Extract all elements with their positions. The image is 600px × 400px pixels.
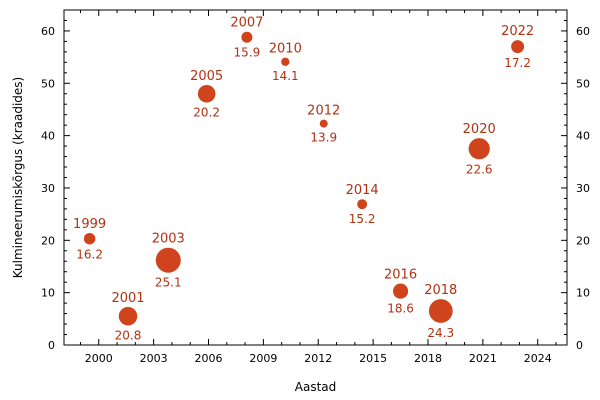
point-year-label: 2010 (269, 42, 302, 57)
point-value-label: 14.1 (272, 69, 299, 83)
x-tick-label: 2015 (359, 352, 387, 365)
y-tick-label-right: 40 (576, 130, 590, 143)
y-tick-label-left: 10 (41, 287, 55, 300)
point-year-label: 2014 (346, 183, 379, 198)
point-year-label: 2007 (230, 16, 263, 31)
point-year-label: 1999 (73, 217, 106, 232)
point-value-label: 20.8 (115, 328, 142, 342)
data-point (392, 283, 409, 299)
point-value-label: 16.2 (76, 247, 103, 261)
x-tick-label: 2018 (414, 352, 442, 365)
y-tick-label-left: 40 (41, 130, 55, 143)
tick-labels: 2000 2003 2006 2009 2012 2015 2018 2021 2024 0 0 10… (41, 25, 590, 365)
x-tick-label: 2012 (304, 352, 332, 365)
point-year-label: 2022 (501, 24, 534, 39)
point-value-label: 13.9 (310, 131, 337, 145)
point-year-label: 2005 (190, 69, 223, 84)
data-point (511, 40, 525, 54)
data-point (428, 299, 453, 323)
data-point (241, 31, 253, 43)
data-point (319, 119, 328, 128)
point-value-label: 15.2 (349, 212, 376, 226)
point-year-label: 2003 (152, 232, 185, 247)
data-point (83, 232, 96, 245)
x-tick-label: 2006 (194, 352, 222, 365)
data-point (281, 57, 290, 66)
x-tick-label: 2003 (140, 352, 168, 365)
y-tick-label-right: 10 (576, 287, 590, 300)
data-points: 1999 16.2 2001 20.8 2003 25.1 2005 20.2 2007 15.9… (73, 16, 534, 343)
point-year-label: 2020 (463, 122, 496, 137)
y-tick-label-left: 30 (41, 182, 55, 195)
y-tick-label-left: 60 (41, 25, 55, 38)
x-tick-label: 2021 (469, 352, 497, 365)
point-value-label: 15.9 (234, 46, 261, 60)
point-year-label: 2018 (424, 283, 457, 298)
x-tick-label: 2009 (249, 352, 277, 365)
plot-frame (63, 9, 568, 346)
point-year-label: 2001 (111, 291, 144, 306)
point-value-label: 22.6 (466, 162, 493, 176)
y-tick-label-left: 0 (48, 339, 55, 352)
point-year-label: 2016 (384, 268, 417, 283)
y-tick-label-right: 0 (576, 339, 583, 352)
data-point (197, 84, 216, 103)
point-value-label: 25.1 (155, 276, 182, 290)
data-point (155, 247, 181, 273)
y-tick-label-right: 20 (576, 234, 590, 247)
y-tick-label-left: 20 (41, 234, 55, 247)
point-value-label: 18.6 (387, 302, 414, 316)
y-tick-label-left: 50 (41, 77, 55, 90)
x-tick-label: 2000 (85, 352, 113, 365)
data-point (357, 199, 368, 210)
y-tick-label-right: 30 (576, 182, 590, 195)
x-tick-label: 2024 (524, 352, 552, 365)
y-tick-label-right: 60 (576, 25, 590, 38)
y-tick-label-right: 50 (576, 77, 590, 90)
y-axis-label: Kulmineerumiskõrgus (kraadides) (11, 77, 25, 278)
data-point (468, 138, 490, 160)
point-value-label: 20.2 (193, 106, 220, 120)
point-value-label: 17.2 (504, 56, 531, 70)
x-axis-label: Aastad (295, 380, 337, 394)
point-year-label: 2012 (307, 104, 340, 119)
data-point (118, 306, 138, 326)
point-value-label: 24.3 (427, 326, 454, 340)
